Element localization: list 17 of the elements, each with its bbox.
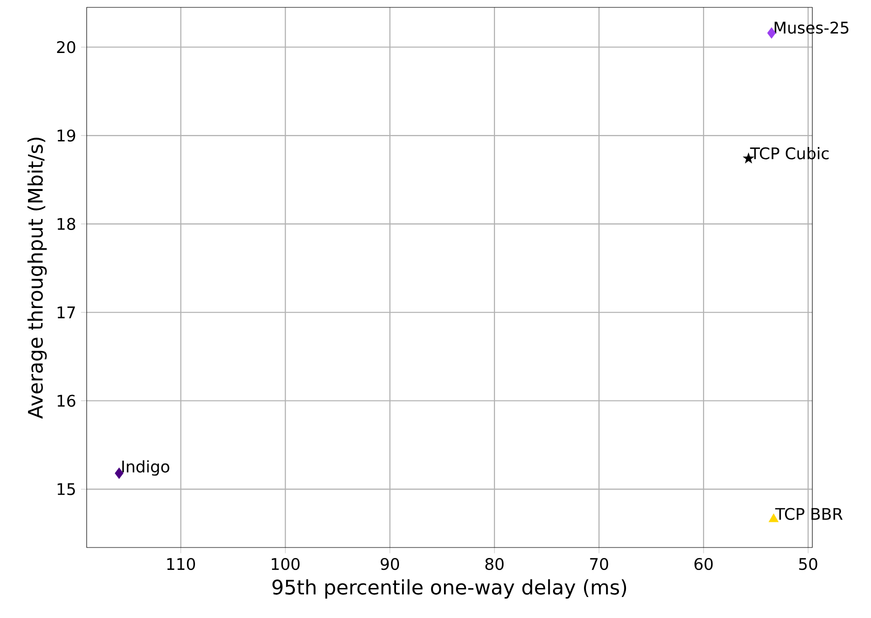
y-tick-label: 17 xyxy=(58,306,75,318)
point xyxy=(767,28,776,39)
y-tick-label: 16 xyxy=(58,394,76,408)
x-tick-label: 60 xyxy=(694,558,713,570)
x-tick-label: 90 xyxy=(380,558,400,570)
x-tick-label: 50 xyxy=(799,558,818,570)
y-tick-label: 15 xyxy=(58,483,75,496)
x-tick-label: 100 xyxy=(272,558,300,570)
y-tick-label: 18 xyxy=(58,218,76,230)
x-tick-label: 110 xyxy=(167,558,195,570)
x-axis-title: 95th percentile one-way delay (ms) xyxy=(272,579,626,599)
x-tick-label: 80 xyxy=(485,558,504,570)
y-axis-title: Average throughput (Mbit/s) xyxy=(27,138,47,419)
x-tick-label: 70 xyxy=(590,558,608,570)
y-tick-label: 20 xyxy=(57,41,76,54)
series-label: Indigo xyxy=(122,460,170,476)
y-tick-label: 19 xyxy=(58,130,76,142)
